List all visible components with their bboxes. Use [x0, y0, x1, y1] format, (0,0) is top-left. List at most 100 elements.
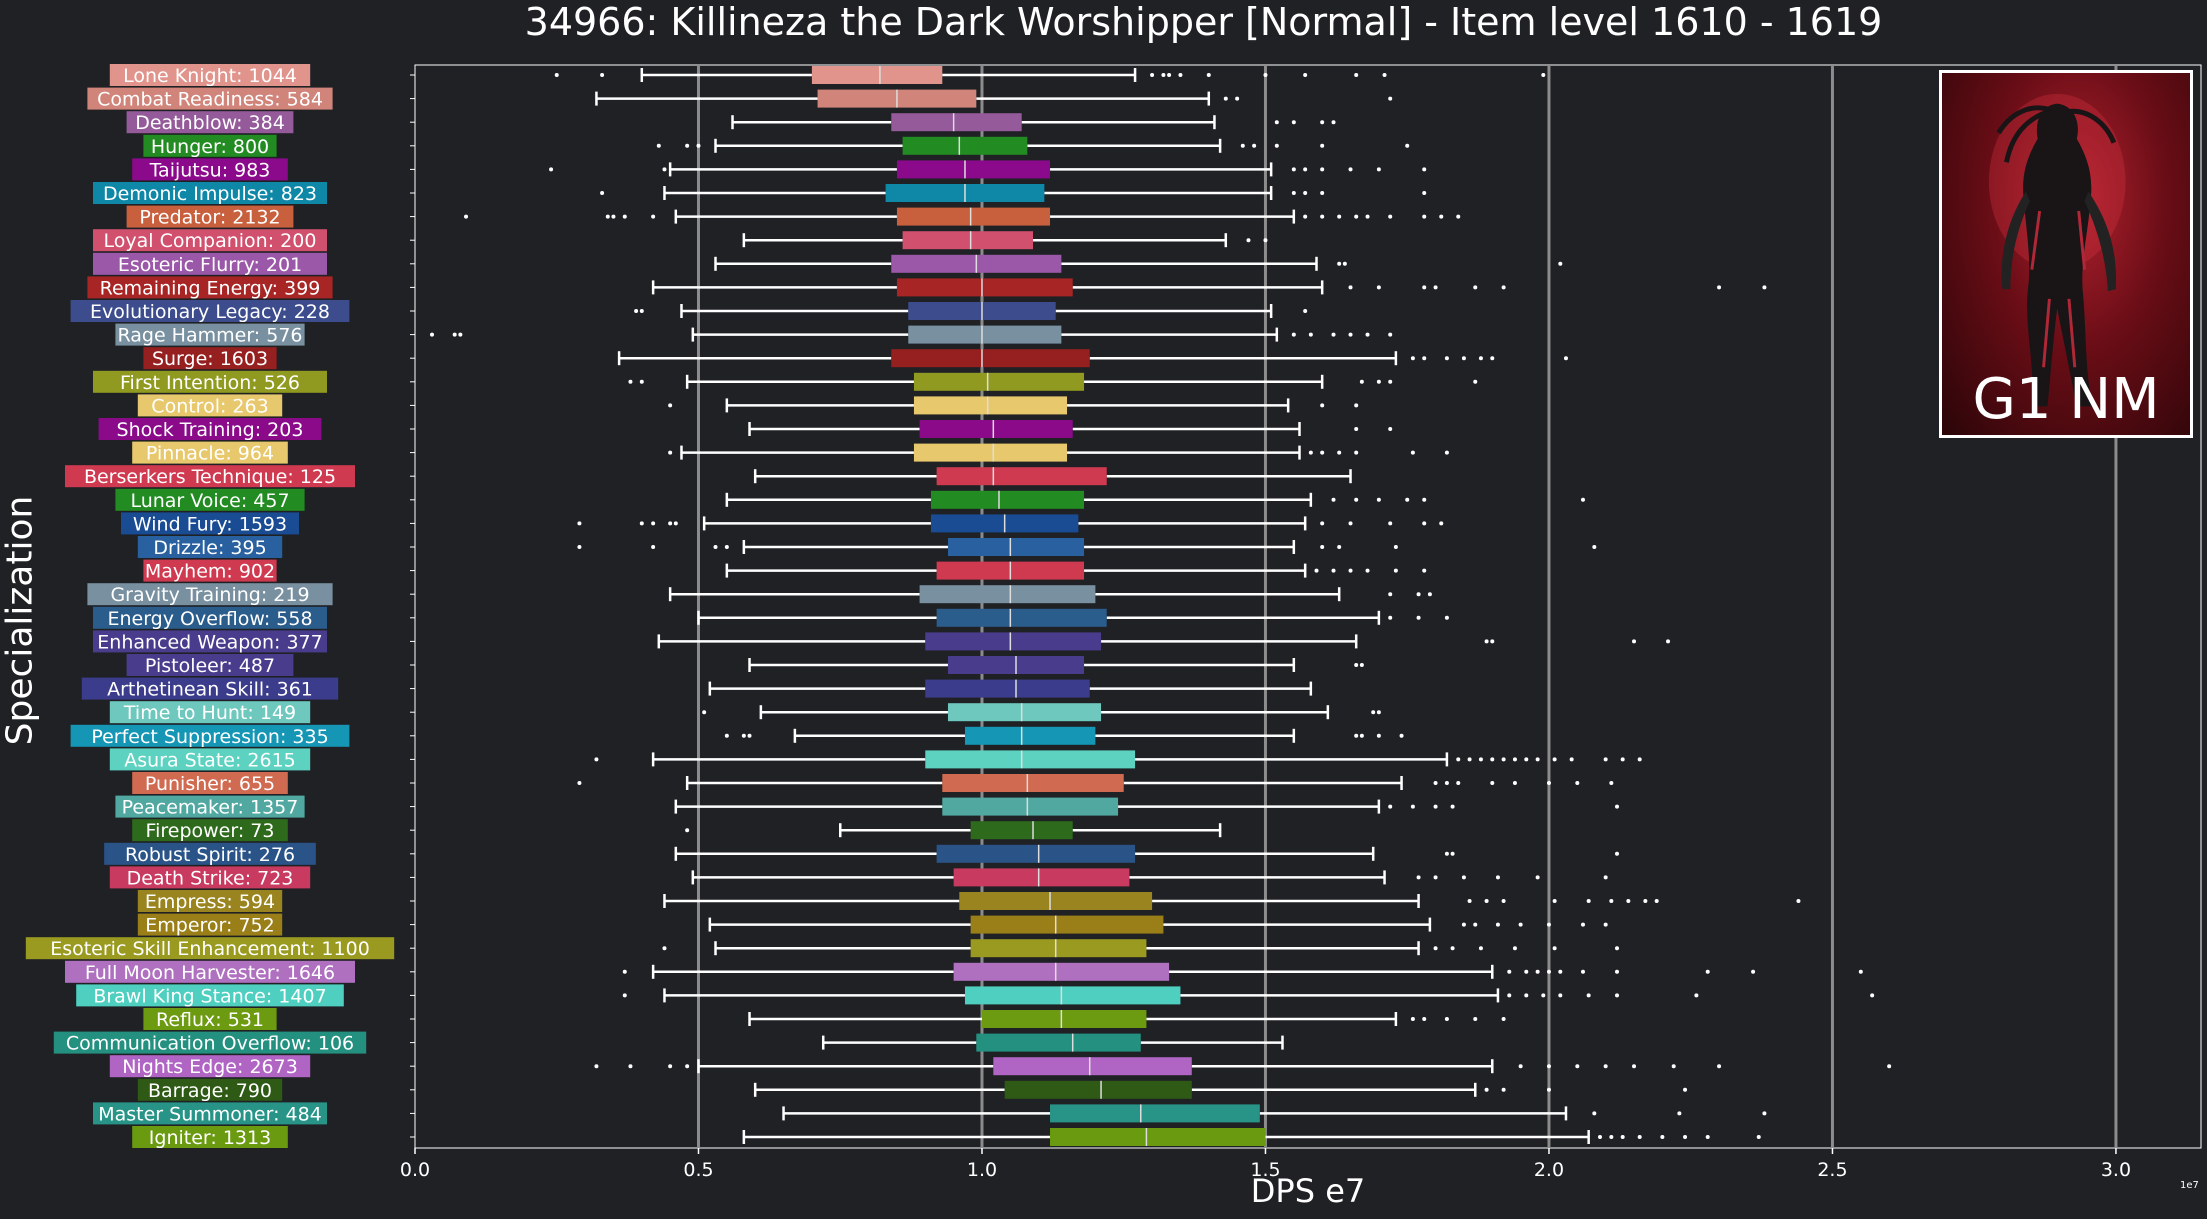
- outlier-point: [1592, 1111, 1597, 1116]
- outlier-point: [1388, 592, 1393, 597]
- outlier-point: [605, 214, 610, 219]
- y-tick-label: First Intention: 526: [120, 372, 300, 394]
- x-tick-label: 3.0: [2101, 1159, 2131, 1181]
- box-iqr: [913, 372, 1085, 391]
- outlier-point: [1388, 96, 1393, 101]
- outlier-point: [1348, 332, 1353, 337]
- x-tick-label: 1.5: [1250, 1159, 1280, 1181]
- y-tick-label: Mayhem: 902: [145, 561, 275, 583]
- y-tick-label: Berserkers Technique: 125: [84, 466, 336, 488]
- box-iqr: [891, 349, 1090, 368]
- y-label-background: [115, 488, 305, 511]
- outlier-point: [1580, 922, 1585, 927]
- y-label-background: [70, 300, 350, 322]
- outlier-point: [1490, 781, 1495, 785]
- outlier-point: [1416, 592, 1421, 597]
- outlier-point: [628, 379, 633, 384]
- outlier-point: [1388, 379, 1393, 384]
- outlier-point: [1263, 238, 1268, 243]
- box-iqr: [970, 821, 1073, 840]
- outlier-point: [1433, 804, 1438, 809]
- box-iqr: [1050, 1128, 1266, 1146]
- outlier-point: [1603, 875, 1608, 880]
- x-tick-label: 0.0: [400, 1159, 430, 1181]
- y-label-background: [93, 252, 327, 275]
- outlier-point: [1303, 73, 1308, 77]
- y-label-background: [93, 1102, 327, 1125]
- outlier-point: [1376, 379, 1381, 384]
- outlier-point: [685, 143, 690, 148]
- outlier-point: [1615, 946, 1620, 951]
- outlier-point: [1178, 73, 1183, 77]
- y-label-background: [93, 630, 327, 653]
- outlier-point: [685, 1064, 690, 1069]
- outlier-point: [1274, 143, 1279, 148]
- outlier-point: [1320, 143, 1325, 148]
- y-label-background: [93, 229, 327, 252]
- y-tick-label: Demonic Impulse: 823: [103, 183, 317, 205]
- outlier-point: [662, 167, 667, 172]
- outlier-point: [1756, 1135, 1761, 1139]
- outlier-point: [1597, 1135, 1602, 1139]
- y-tick-label: Barrage: 790: [148, 1080, 272, 1102]
- y-tick-label: Energy Overflow: 558: [107, 608, 312, 630]
- y-label-background: [109, 866, 311, 889]
- y-label-background: [132, 772, 288, 794]
- y-tick-label: Gravity Training: 219: [110, 584, 309, 606]
- outlier-point: [1388, 804, 1393, 809]
- outlier-point: [1473, 379, 1478, 384]
- chart-title: 34966: Killineza the Dark Worshipper [No…: [524, 0, 1883, 44]
- outlier-point: [1337, 214, 1342, 219]
- outlier-point: [1410, 356, 1415, 361]
- outlier-point: [668, 403, 673, 408]
- outlier-point: [1546, 781, 1551, 785]
- outlier-point: [1410, 450, 1415, 455]
- box-iqr: [908, 325, 1062, 344]
- outlier-point: [1478, 946, 1483, 951]
- y-label-background: [126, 111, 294, 134]
- box-iqr: [947, 538, 1085, 556]
- outlier-point: [1507, 969, 1512, 974]
- x-axis-offset-text: 1e7: [2180, 1180, 2199, 1191]
- outlier-point: [1512, 781, 1517, 785]
- outlier-point: [577, 781, 582, 785]
- outlier-point: [1388, 332, 1393, 337]
- outlier-point: [1337, 450, 1342, 455]
- outlier-point: [1416, 615, 1421, 620]
- y-tick-label: Taijutsu: 983: [149, 159, 271, 181]
- outlier-point: [1535, 757, 1540, 762]
- box-iqr: [942, 797, 1119, 816]
- outlier-point: [1484, 639, 1489, 644]
- outlier-point: [1626, 899, 1631, 903]
- outlier-point: [1439, 214, 1444, 219]
- outlier-point: [668, 1064, 673, 1069]
- outlier-point: [1456, 214, 1461, 219]
- outlier-point: [1637, 1135, 1642, 1139]
- outlier-point: [1558, 969, 1563, 974]
- y-label-background: [126, 205, 294, 228]
- outlier-point: [1167, 73, 1172, 77]
- outlier-point: [1320, 521, 1325, 526]
- outlier-point: [1580, 969, 1585, 974]
- outlier-point: [1478, 356, 1483, 361]
- outlier-point: [1484, 1087, 1489, 1092]
- outlier-point: [1677, 1111, 1682, 1116]
- outlier-point: [1615, 804, 1620, 809]
- outlier-point: [549, 167, 554, 172]
- outlier-point: [1518, 922, 1523, 927]
- outlier-point: [1331, 332, 1336, 337]
- outlier-point: [458, 332, 463, 337]
- outlier-point: [1450, 851, 1455, 856]
- x-tick-label: 2.0: [1534, 1159, 1564, 1181]
- outlier-point: [1609, 899, 1614, 903]
- outlier-point: [656, 143, 661, 148]
- outlier-point: [639, 309, 644, 313]
- y-label-background: [87, 583, 333, 606]
- y-label-background: [132, 441, 288, 464]
- outlier-point: [1331, 120, 1336, 125]
- outlier-point: [651, 214, 656, 219]
- outlier-point: [1473, 1017, 1478, 1021]
- box-iqr: [891, 113, 1022, 132]
- y-label-background: [143, 134, 277, 157]
- outlier-point: [1524, 993, 1529, 998]
